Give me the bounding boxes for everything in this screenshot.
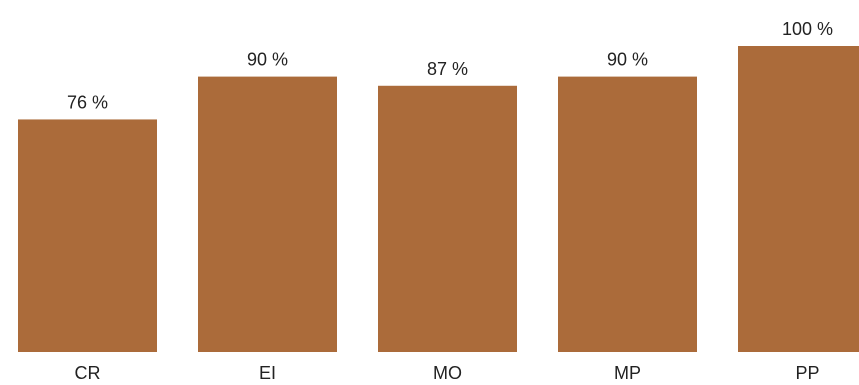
value-label-cr: 76 % [67,92,108,112]
value-label-ei: 90 % [247,50,288,70]
bar-ei [198,76,337,352]
bar-mp [558,76,697,352]
category-label-cr: CR [75,363,101,383]
bar-cr [18,119,157,352]
value-label-pp: 100 % [782,19,833,39]
bars-group [18,46,859,352]
value-label-mo: 87 % [427,59,468,79]
category-label-mp: MP [614,363,641,383]
bar-pp [738,46,859,352]
category-label-pp: PP [795,363,819,383]
bar-mo [378,85,517,352]
category-label-ei: EI [259,363,276,383]
value-labels-group: 76 % 90 % 87 % 90 % 100 % [67,19,833,112]
category-labels-group: CR EI MO MP PP [75,363,820,383]
category-label-mo: MO [433,363,462,383]
value-label-mp: 90 % [607,50,648,70]
